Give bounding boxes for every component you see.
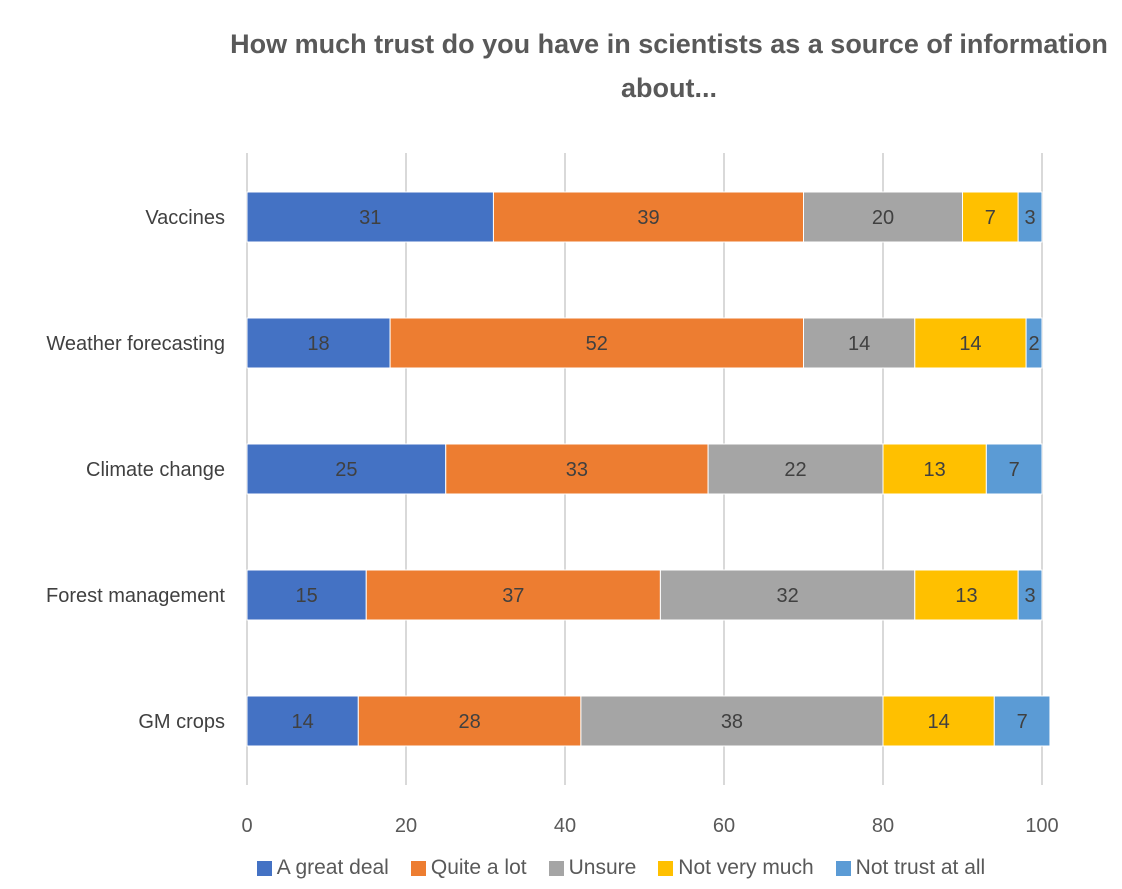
legend-item: Not very much: [658, 856, 814, 880]
data-label: 37: [502, 585, 524, 607]
legend-label: A great deal: [276, 856, 389, 879]
chart-title-line-1: How much trust do you have in scientists…: [230, 29, 1108, 59]
bar-segment: [803, 191, 963, 243]
bar-segment: [246, 317, 391, 369]
category-label: Vaccines: [145, 207, 225, 229]
data-label: 20: [872, 207, 894, 229]
x-tick-label: 100: [1025, 815, 1058, 837]
bar-segment: [580, 695, 884, 747]
data-label: 14: [959, 333, 981, 355]
data-label: 3: [1025, 207, 1036, 229]
x-tick-label: 0: [241, 815, 252, 837]
bar-segment: [914, 317, 1027, 369]
category-label: Climate change: [86, 459, 225, 481]
bar-segment: [246, 569, 367, 621]
data-label: 38: [721, 711, 743, 733]
category-labels: Vaccines Weather forecasting Climate chang…: [46, 207, 225, 733]
data-label: 18: [307, 333, 329, 355]
legend-label: Not trust at all: [855, 856, 986, 879]
legend-item: A great deal: [256, 856, 389, 880]
bar-segment: [1017, 191, 1043, 243]
bar-segment: [882, 695, 995, 747]
bar-segment: [365, 569, 661, 621]
data-label: 25: [335, 459, 357, 481]
data-label: 39: [637, 207, 659, 229]
data-label: 31: [359, 207, 381, 229]
data-label: 14: [848, 333, 870, 355]
stacked-bar-chart: 31 39 20 7 3 18 52 14 14 2 25 33 22 13 7 15 37 32 13 3 14 28 3…: [46, 153, 1059, 837]
data-label: 22: [784, 459, 806, 481]
legend: A great deal Quite a lot Unsure Not very mu…: [0, 856, 1122, 880]
data-label: 52: [586, 333, 608, 355]
bar-segment: [445, 443, 709, 495]
bar-segment: [985, 443, 1043, 495]
category-label: Weather forecasting: [46, 333, 225, 355]
legend-swatch: [548, 860, 564, 876]
chart-title: How much trust do you have in scientists…: [150, 22, 1122, 110]
legend-swatch: [658, 860, 674, 876]
bars: 31 39 20 7 3 18 52 14 14 2 25 33 22 13 7 15 37 32 13 3 14 28 3…: [246, 191, 1051, 747]
data-label: 13: [924, 459, 946, 481]
x-axis-ticks: 0 20 40 60 80 100: [241, 815, 1058, 837]
bar-segment: [659, 569, 916, 621]
legend-label: Not very much: [678, 856, 814, 879]
x-tick-label: 20: [395, 815, 417, 837]
x-tick-label: 40: [554, 815, 576, 837]
x-tick-label: 60: [713, 815, 735, 837]
data-label: 32: [776, 585, 798, 607]
data-label: 33: [566, 459, 588, 481]
data-label: 14: [292, 711, 314, 733]
data-label: 7: [985, 207, 996, 229]
legend-label: Unsure: [568, 856, 637, 879]
bar-segment: [492, 191, 804, 243]
bar-segment: [914, 569, 1019, 621]
data-label: 3: [1025, 585, 1036, 607]
x-tick-label: 80: [872, 815, 894, 837]
legend-item: Quite a lot: [410, 856, 527, 880]
data-label: 2: [1028, 333, 1039, 355]
bar-segment: [1025, 317, 1043, 369]
data-label: 14: [928, 711, 950, 733]
legend-swatch: [256, 860, 272, 876]
category-label: Forest management: [46, 585, 225, 607]
data-label: 15: [296, 585, 318, 607]
chart-title-line-2: about...: [621, 73, 717, 103]
data-label: 7: [1017, 711, 1028, 733]
bar-segment: [246, 191, 494, 243]
category-label: GM crops: [138, 711, 225, 733]
bar-segment: [962, 191, 1019, 243]
legend-swatch: [835, 860, 851, 876]
legend-item: Unsure: [548, 856, 637, 880]
data-label: 7: [1009, 459, 1020, 481]
legend-swatch: [410, 860, 426, 876]
legend-item: Not trust at all: [835, 856, 986, 880]
bar-segment: [357, 695, 582, 747]
bar-segment: [246, 695, 359, 747]
bar-segment: [1017, 569, 1043, 621]
data-label: 13: [955, 585, 977, 607]
bar-segment: [993, 695, 1051, 747]
data-label: 28: [458, 711, 480, 733]
bar-segment: [803, 317, 916, 369]
bar-segment: [882, 443, 987, 495]
bar-segment: [389, 317, 804, 369]
legend-label: Quite a lot: [430, 856, 527, 879]
